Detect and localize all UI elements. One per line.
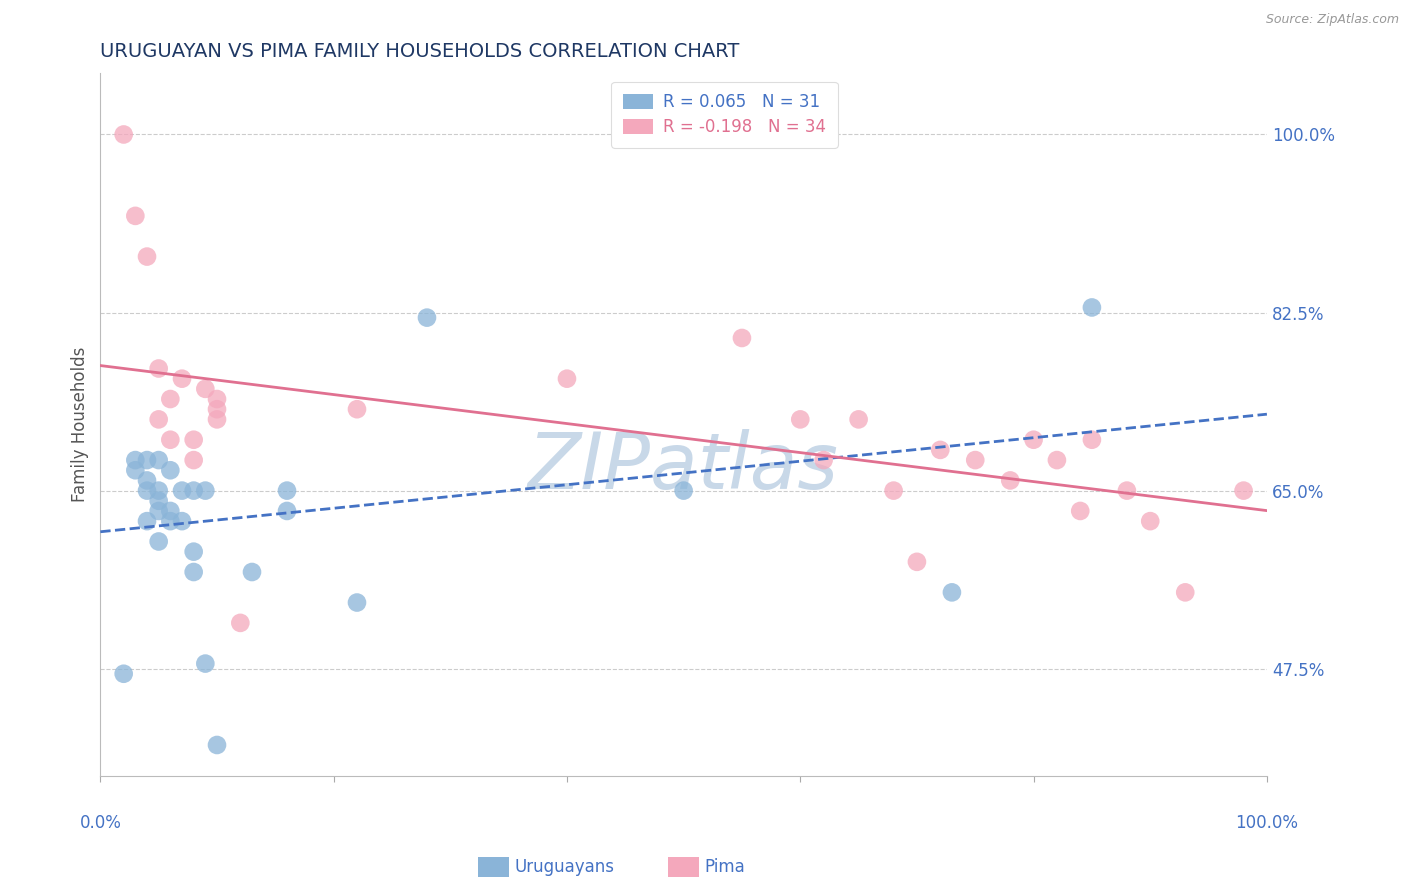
Point bbox=[1000, 474, 1022, 488]
Point bbox=[905, 555, 928, 569]
Point bbox=[136, 514, 159, 528]
Point bbox=[170, 483, 193, 498]
Point bbox=[183, 544, 205, 558]
Point bbox=[672, 483, 695, 498]
Point bbox=[205, 392, 228, 406]
Point bbox=[159, 463, 181, 477]
Point bbox=[159, 392, 181, 406]
Point bbox=[112, 666, 135, 681]
Point bbox=[1116, 483, 1139, 498]
Point bbox=[848, 412, 870, 426]
Point bbox=[346, 402, 368, 417]
Point bbox=[346, 595, 368, 609]
Point bbox=[148, 453, 170, 467]
Point bbox=[194, 382, 217, 396]
Text: 0.0%: 0.0% bbox=[79, 814, 121, 832]
Point bbox=[148, 504, 170, 518]
Point bbox=[789, 412, 811, 426]
Point bbox=[148, 483, 170, 498]
Point bbox=[159, 504, 181, 518]
Text: URUGUAYAN VS PIMA FAMILY HOUSEHOLDS CORRELATION CHART: URUGUAYAN VS PIMA FAMILY HOUSEHOLDS CORR… bbox=[100, 42, 740, 61]
Point bbox=[148, 412, 170, 426]
Point bbox=[148, 534, 170, 549]
Text: 100.0%: 100.0% bbox=[1236, 814, 1298, 832]
Point bbox=[124, 463, 146, 477]
Point bbox=[136, 453, 159, 467]
Point bbox=[813, 453, 835, 467]
Point bbox=[276, 504, 298, 518]
Point bbox=[205, 412, 228, 426]
Point bbox=[1081, 301, 1104, 315]
Text: Source: ZipAtlas.com: Source: ZipAtlas.com bbox=[1265, 13, 1399, 27]
Point bbox=[1139, 514, 1161, 528]
Point bbox=[148, 361, 170, 376]
Point bbox=[229, 615, 252, 630]
Point bbox=[183, 453, 205, 467]
Point bbox=[205, 402, 228, 417]
Point bbox=[1069, 504, 1091, 518]
Point bbox=[170, 514, 193, 528]
Point bbox=[159, 433, 181, 447]
Point bbox=[112, 128, 135, 142]
Point bbox=[929, 442, 952, 457]
Point bbox=[136, 483, 159, 498]
Y-axis label: Family Households: Family Households bbox=[72, 347, 89, 502]
Point bbox=[205, 738, 228, 752]
Point bbox=[136, 474, 159, 488]
Point bbox=[731, 331, 754, 345]
Point bbox=[159, 514, 181, 528]
Point bbox=[136, 250, 159, 264]
Text: Uruguayans: Uruguayans bbox=[515, 858, 614, 876]
Point bbox=[1174, 585, 1197, 599]
Point bbox=[170, 372, 193, 386]
Point bbox=[1022, 433, 1045, 447]
Point bbox=[183, 483, 205, 498]
Point bbox=[883, 483, 905, 498]
Point bbox=[148, 493, 170, 508]
Point bbox=[194, 657, 217, 671]
Point bbox=[124, 453, 146, 467]
Text: Pima: Pima bbox=[704, 858, 745, 876]
Point bbox=[183, 433, 205, 447]
Point bbox=[276, 483, 298, 498]
Point bbox=[555, 372, 578, 386]
Point bbox=[941, 585, 963, 599]
Point bbox=[194, 483, 217, 498]
Point bbox=[1232, 483, 1254, 498]
Point bbox=[240, 565, 263, 579]
Point bbox=[965, 453, 987, 467]
Legend: R = 0.065   N = 31, R = -0.198   N = 34: R = 0.065 N = 31, R = -0.198 N = 34 bbox=[612, 82, 838, 148]
Point bbox=[416, 310, 439, 325]
Point bbox=[1046, 453, 1069, 467]
Point bbox=[124, 209, 146, 223]
Point bbox=[1081, 433, 1104, 447]
Text: ZIPatlas: ZIPatlas bbox=[529, 428, 839, 505]
Point bbox=[183, 565, 205, 579]
